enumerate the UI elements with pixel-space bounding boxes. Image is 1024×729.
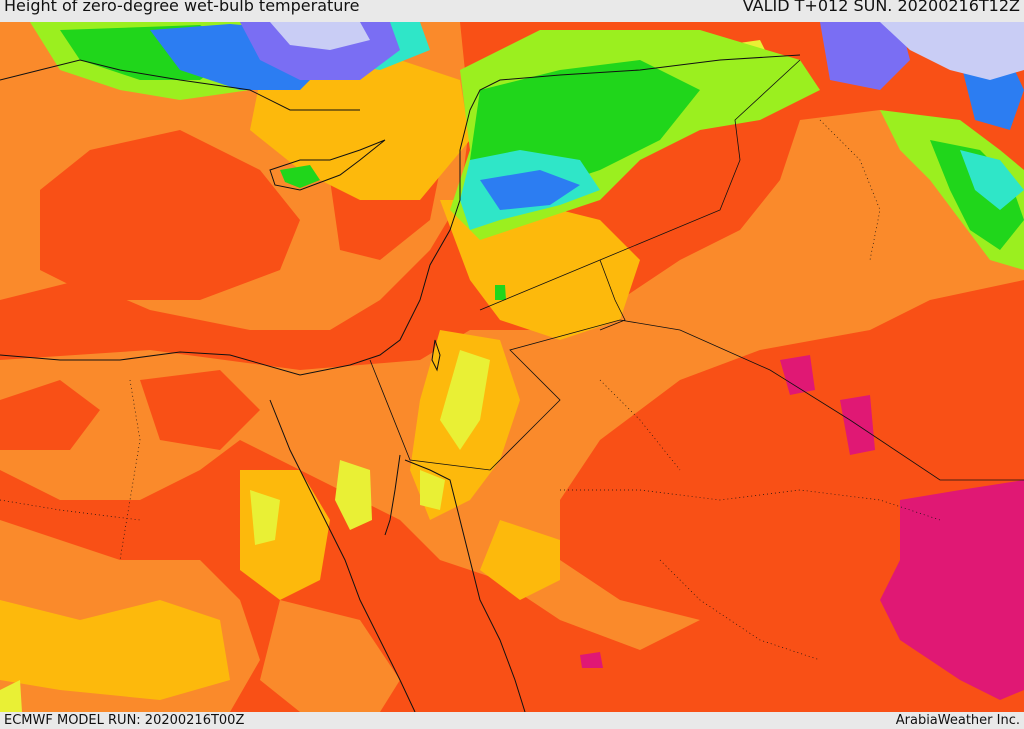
map-title: Height of zero-degree wet-bulb temperatu… — [4, 0, 360, 15]
political-borders — [369, 59, 1024, 481]
internal-boundaries — [0, 119, 941, 661]
lavender-zone — [270, 22, 1024, 80]
credit-label: ArabiaWeather Inc. — [895, 713, 1020, 728]
weather-map[interactable] — [0, 22, 1024, 712]
header-bar: Height of zero-degree wet-bulb temperatu… — [0, 0, 1024, 22]
coastlines — [0, 54, 801, 712]
valid-time: VALID T+012 SUN. 20200216T12Z — [742, 0, 1020, 15]
model-run-label: ECMWF MODEL RUN: 20200216T00Z — [4, 713, 245, 728]
footer-bar: ECMWF MODEL RUN: 20200216T00Z ArabiaWeat… — [0, 712, 1024, 729]
